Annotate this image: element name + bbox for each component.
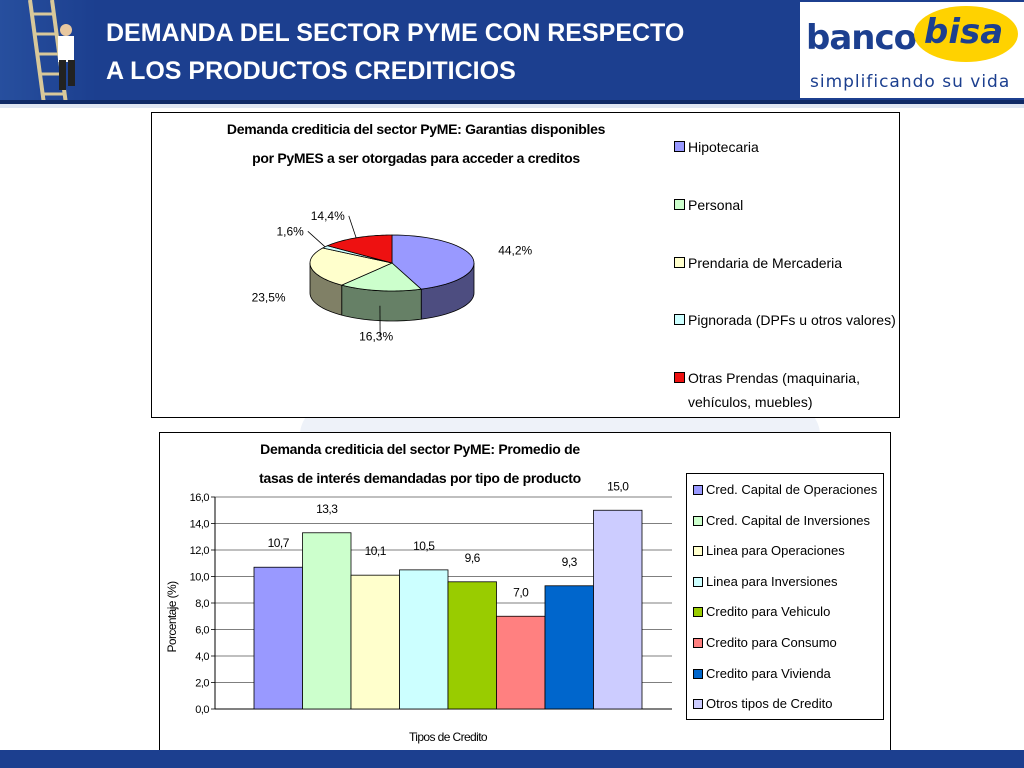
bar-chart-title: Demanda crediticia del sector PyME: Prom… bbox=[200, 435, 640, 493]
bar-data-label-1: 13,3 bbox=[316, 502, 338, 516]
bar-data-label-3: 10,5 bbox=[413, 539, 435, 553]
bar-data-label-4: 9,6 bbox=[465, 551, 481, 565]
legend-label-line1: Hipotecaria bbox=[688, 139, 759, 155]
header-separator bbox=[0, 104, 1024, 108]
legend-label-line1: Pignorada (DPFs u otros valores) bbox=[688, 312, 896, 328]
bar-data-label-7: 15,0 bbox=[607, 479, 629, 493]
bar-data-label-5: 7,0 bbox=[513, 585, 529, 599]
legend-swatch bbox=[674, 257, 685, 268]
legend-swatch bbox=[674, 314, 685, 325]
legend-swatch bbox=[693, 546, 703, 557]
legend-label: Hipotecaria bbox=[688, 135, 759, 159]
y-tick-label: 12,0 bbox=[190, 545, 210, 557]
bar-data-label-2: 10,1 bbox=[365, 544, 387, 558]
legend-swatch bbox=[693, 485, 703, 495]
bar-4 bbox=[447, 581, 497, 710]
y-tick-label: 8,0 bbox=[195, 598, 209, 610]
slide-title-line2: A LOS PRODUCTOS CREDITICIOS bbox=[106, 57, 516, 85]
bar-0 bbox=[253, 566, 303, 710]
legend-label: Cred. Capital de Operaciones bbox=[706, 482, 878, 497]
header-photo bbox=[0, 0, 96, 104]
y-tick-label: 4,0 bbox=[195, 651, 209, 663]
pie-slice-2 bbox=[309, 247, 394, 286]
logo-bisa-text: bisa bbox=[924, 12, 1004, 52]
pie-slice-0 bbox=[391, 234, 475, 290]
y-tick-label: 6,0 bbox=[195, 625, 209, 637]
logo-bisa-oval bbox=[914, 6, 1018, 62]
bar-chart-title-line2: tasas de interés demandadas por tipo de … bbox=[259, 470, 581, 486]
legend-swatch bbox=[693, 576, 703, 587]
y-tick-label: 16,0 bbox=[190, 492, 210, 504]
legend-label: Prendaria de Mercaderia bbox=[688, 251, 842, 275]
legend-swatch bbox=[693, 607, 703, 618]
legend-swatch bbox=[693, 699, 703, 710]
legend-label-line2: vehículos, muebles) bbox=[688, 394, 813, 410]
legend-swatch bbox=[674, 372, 685, 383]
pie-chart-title-line2: por PyMES a ser otorgadas para acceder a… bbox=[252, 150, 580, 166]
bar-chart-panel: Demanda crediticia del sector PyME: Prom… bbox=[159, 432, 891, 760]
ladder-climber-image bbox=[28, 0, 75, 104]
bar-chart-title-line1: Demanda crediticia del sector PyME: Prom… bbox=[260, 441, 580, 457]
bar-chart-legend: Cred. Capital de Operaciones Cred. Capita… bbox=[686, 473, 884, 720]
pie-data-label-2: 23,5% bbox=[252, 290, 286, 304]
bar-1 bbox=[302, 532, 352, 710]
legend-swatch bbox=[693, 668, 703, 679]
legend-label: Cred. Capital de Inversiones bbox=[706, 512, 871, 528]
logo-banco-text: banco bbox=[806, 18, 917, 58]
slide-footer bbox=[0, 750, 1024, 768]
legend-label: Otros tipos de Credito bbox=[706, 696, 833, 712]
legend-swatch bbox=[693, 515, 703, 526]
legend-label: Personal bbox=[688, 193, 743, 217]
y-tick-label: 14,0 bbox=[190, 519, 210, 531]
legend-label-line1: Prendaria de Mercaderia bbox=[688, 255, 843, 271]
pie-chart-panel: Demanda crediticia del sector PyME: Gara… bbox=[151, 112, 900, 418]
banco-bisa-logo: banco bisa simplificando su vida bbox=[800, 2, 1024, 98]
pie-slice-4 bbox=[326, 234, 393, 264]
bar-6 bbox=[544, 585, 594, 710]
pie-data-label-3: 1,6% bbox=[276, 224, 304, 238]
legend-swatch bbox=[674, 199, 685, 210]
pie-chart-legend: Hipotecaria Personal Prendaria de Mercader… bbox=[668, 133, 896, 415]
y-tick-label: 0,0 bbox=[195, 704, 209, 716]
y-tick-label: 2,0 bbox=[195, 678, 209, 690]
pie-leader-line-3 bbox=[307, 230, 326, 248]
legend-label-line1: Personal bbox=[688, 197, 744, 213]
header-bottom-strip bbox=[0, 100, 1024, 104]
legend-swatch bbox=[674, 141, 685, 152]
slide-title-line1: DEMANDA DEL SECTOR PYME CON RESPECTO bbox=[106, 19, 685, 47]
pie-chart: 44,2% 16,3% 23,5% 1,6% 14,4% bbox=[252, 209, 533, 344]
pie-data-label-0: 44,2% bbox=[498, 243, 532, 257]
pie-chart-title-line1: Demanda crediticia del sector PyME: Gara… bbox=[226, 121, 606, 137]
slide-header: DEMANDA DEL SECTOR PYME CON RESPECTO A L… bbox=[0, 0, 1024, 104]
legend-label: Linea para Inversiones bbox=[706, 573, 838, 589]
legend-label: Credito para Vivienda bbox=[706, 665, 831, 681]
pie-data-label-4: 14,4% bbox=[311, 209, 345, 223]
y-tick-label: 10,0 bbox=[190, 572, 210, 584]
pie-slice-1 bbox=[340, 262, 423, 292]
bar-5 bbox=[496, 615, 546, 710]
legend-label: Credito para Consumo bbox=[706, 635, 837, 650]
y-axis-title: Porcentaje (%) bbox=[165, 581, 179, 653]
bar-3 bbox=[399, 569, 449, 710]
legend-label: Credito para Vehiculo bbox=[706, 604, 831, 620]
bar-2 bbox=[350, 574, 400, 710]
legend-label: Otras Prendas (maquinaria, vehículos, mue… bbox=[688, 366, 860, 414]
pie-data-label-1: 16,3% bbox=[359, 329, 393, 343]
bar-chart: 0,0 2,0 4,0 6,0 8,0 10,0 12,0 14,0 16,0 10,7 13,3 1… bbox=[165, 479, 672, 744]
bar-data-label-0: 10,7 bbox=[268, 536, 290, 550]
slide-title: DEMANDA DEL SECTOR PYME CON RESPECTO A L… bbox=[106, 14, 796, 90]
pie-leader-line-4 bbox=[348, 215, 357, 238]
legend-label: Pignorada (DPFs u otros valores) bbox=[688, 308, 896, 332]
bar-7 bbox=[593, 509, 643, 710]
legend-label-line1: Otras Prendas (maquinaria, bbox=[688, 370, 860, 386]
logo-slogan: simplificando su vida bbox=[810, 72, 1011, 92]
bar-data-label-6: 9,3 bbox=[562, 555, 578, 569]
x-axis-title: Tipos de Credito bbox=[409, 730, 488, 744]
legend-label: Linea para Operaciones bbox=[706, 543, 845, 559]
pie-chart-title: Demanda crediticia del sector PyME: Gara… bbox=[166, 115, 666, 173]
legend-swatch bbox=[693, 638, 703, 648]
